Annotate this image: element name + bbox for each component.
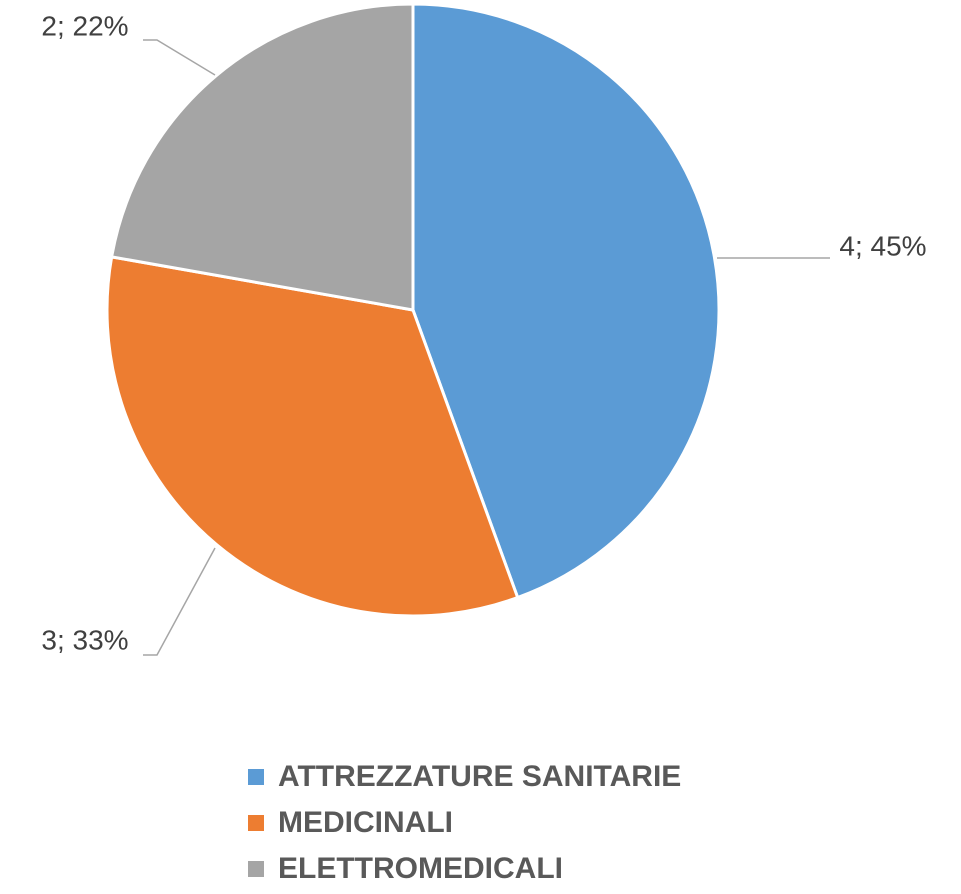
data-label: 4; 45%	[839, 230, 926, 261]
data-label: 3; 33%	[41, 624, 128, 655]
legend-swatch	[248, 815, 264, 831]
leader-line	[143, 547, 216, 656]
legend-swatch	[248, 769, 264, 785]
legend-label: ELETTROMEDICALI	[278, 852, 563, 885]
legend-swatch	[248, 861, 264, 877]
data-label: 2; 22%	[41, 10, 128, 41]
pie-slice	[411, 2, 721, 600]
pie-slice	[105, 255, 520, 618]
leader-line	[143, 39, 216, 76]
legend-label: ATTREZZATURE SANITARIE	[278, 760, 681, 793]
legend-label: MEDICINALI	[278, 806, 453, 839]
pie-slice	[109, 2, 415, 312]
